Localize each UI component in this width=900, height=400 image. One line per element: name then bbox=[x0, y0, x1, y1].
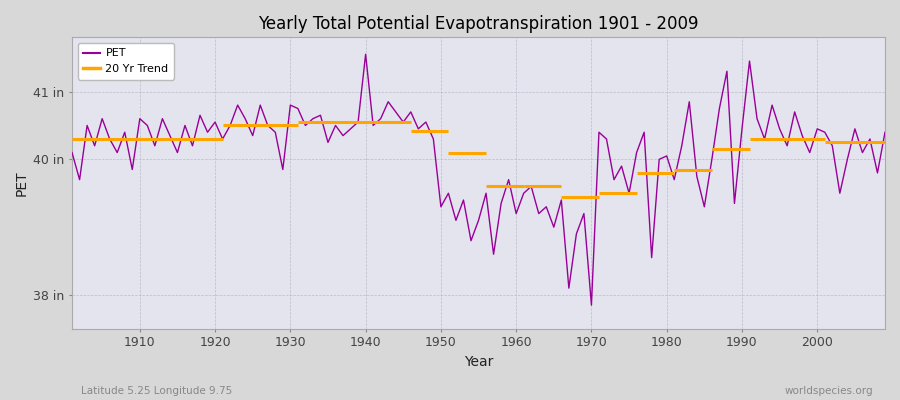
Title: Yearly Total Potential Evapotranspiration 1901 - 2009: Yearly Total Potential Evapotranspiratio… bbox=[258, 15, 698, 33]
Legend: PET, 20 Yr Trend: PET, 20 Yr Trend bbox=[77, 43, 174, 80]
X-axis label: Year: Year bbox=[464, 355, 493, 369]
Y-axis label: PET: PET bbox=[15, 170, 29, 196]
Text: worldspecies.org: worldspecies.org bbox=[785, 386, 873, 396]
Text: Latitude 5.25 Longitude 9.75: Latitude 5.25 Longitude 9.75 bbox=[81, 386, 232, 396]
